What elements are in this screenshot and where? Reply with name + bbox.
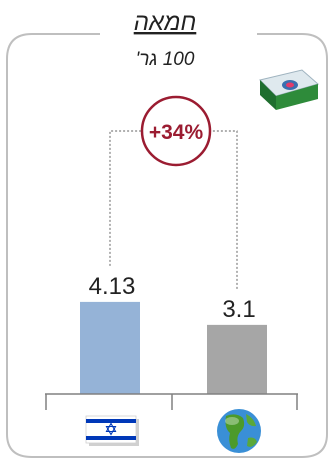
change-badge-label: +34% [149,121,204,144]
change-connector-right [210,130,238,289]
israel-flag-icon [85,415,139,446]
chart-frame [6,33,328,458]
bar-israel [80,301,140,394]
value-label-israel: 4.13 [89,273,136,300]
bar-world [207,324,267,394]
chart-title: חמאה [134,9,197,36]
butter-package-icon [259,69,320,110]
globe-icon [217,409,261,453]
change-connector-left [109,130,142,266]
change-badge [140,95,212,167]
chart-subtitle: 100 גר' [136,49,195,70]
value-label-world: 3.1 [222,296,255,323]
